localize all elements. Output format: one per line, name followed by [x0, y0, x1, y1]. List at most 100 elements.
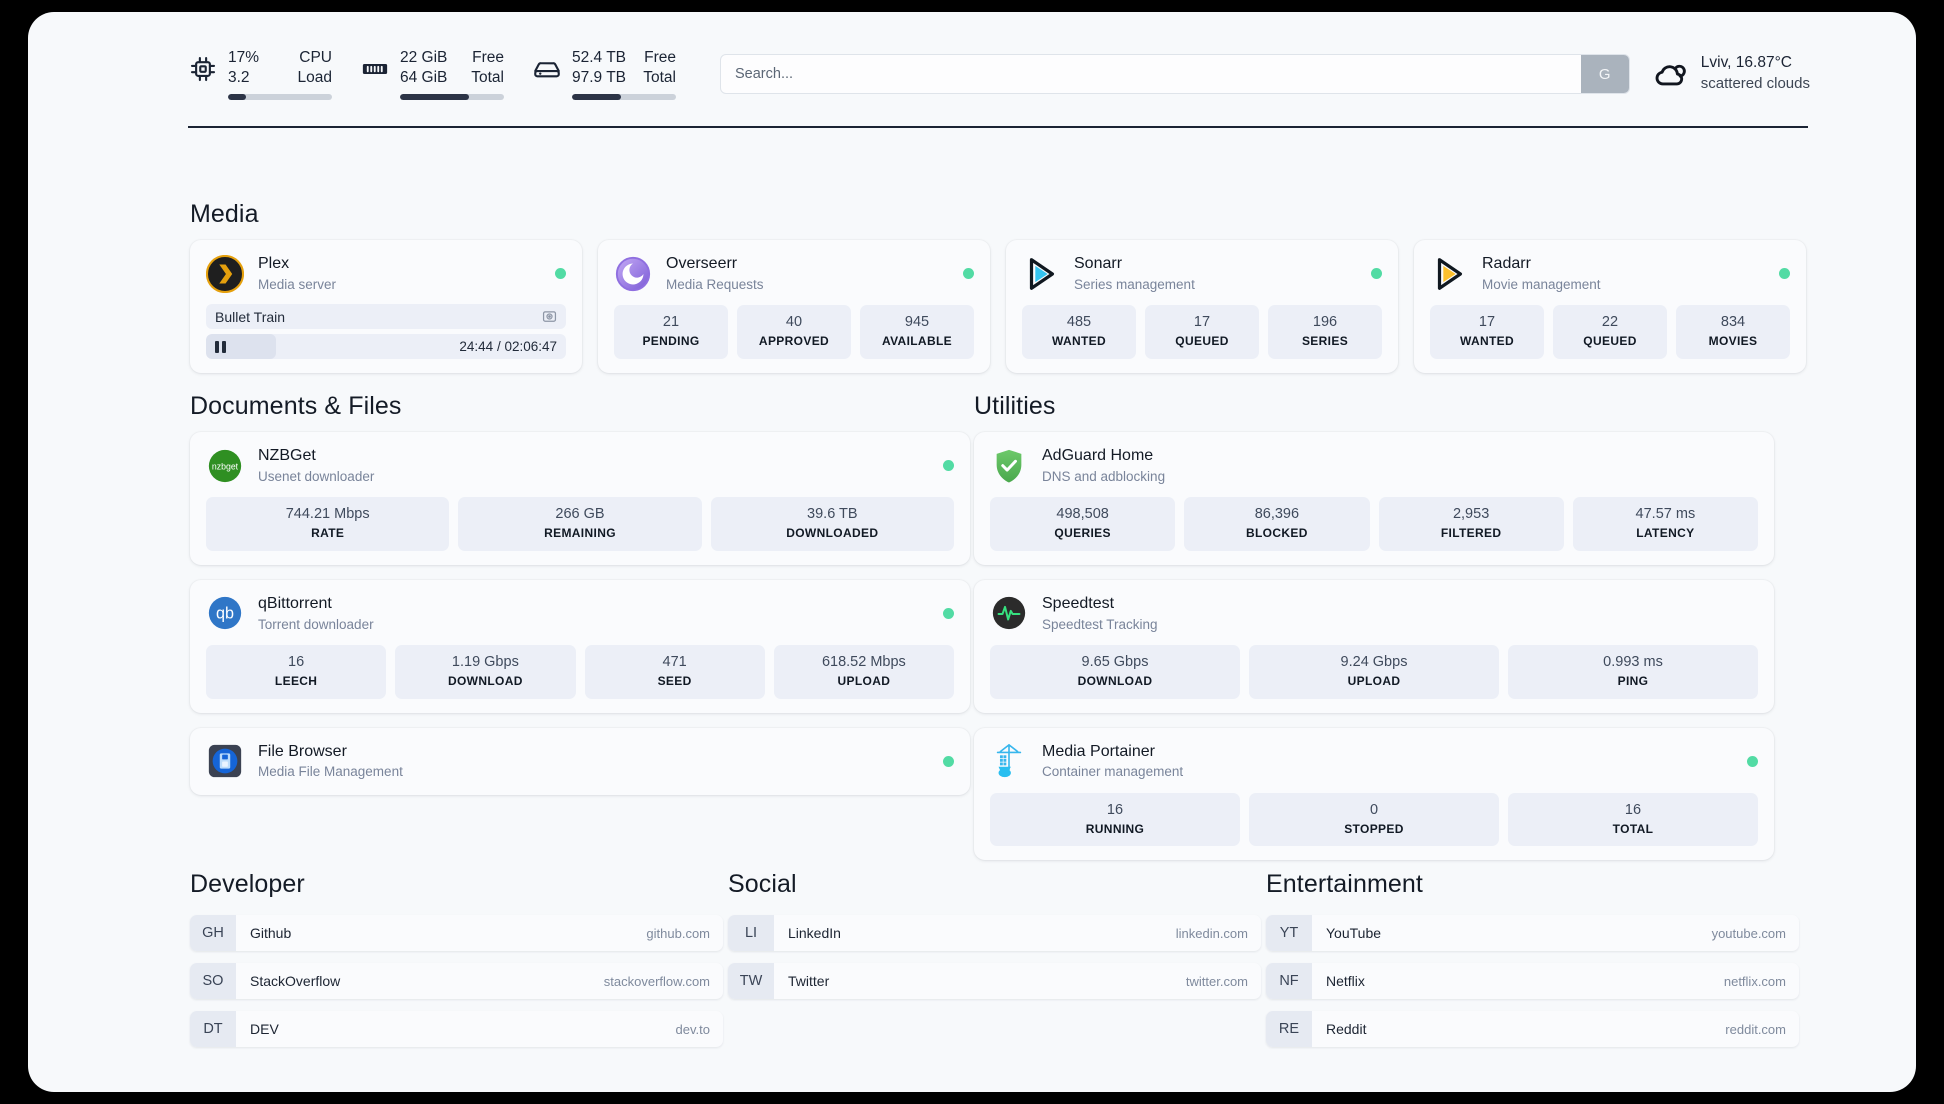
stat-chip: 16 LEECH — [206, 645, 387, 699]
plex-progress-bar[interactable]: 24:44 / 02:06:47 — [206, 334, 566, 360]
service-card-media-portainer[interactable]: Media Portainer Container management 16 … — [974, 727, 1774, 861]
service-card-speedtest[interactable]: Speedtest Speedtest Tracking 9.65 Gbps D… — [974, 579, 1774, 713]
stat-chip: 266 GB REMAINING — [458, 497, 702, 551]
card-header: Radarr Movie management — [1430, 254, 1790, 293]
bookmark-group-developer: Developer GH Github github.com SO StackO… — [190, 870, 723, 1047]
cast-icon[interactable] — [542, 309, 557, 324]
service-card-plex[interactable]: Plex Media server Bullet Train — [190, 240, 582, 373]
overseerr-logo-icon — [614, 255, 652, 293]
stat-value: 16 — [1624, 801, 1642, 818]
bookmark-item-stackoverflow[interactable]: SO StackOverflow stackoverflow.com — [190, 963, 723, 999]
svg-text:qb: qb — [216, 605, 234, 623]
stat-label: TOTAL — [1612, 821, 1654, 836]
service-card-adguard-home[interactable]: AdGuard Home DNS and adblocking 498,508 … — [974, 432, 1774, 565]
cpu-stat-body: 17% 3.2 CPU Load — [228, 48, 332, 100]
pause-icon[interactable] — [215, 340, 226, 353]
bookmark-list: LI LinkedIn linkedin.com TW Twitter twit… — [728, 915, 1261, 999]
service-card-nzbget[interactable]: nzbget NZBGet Usenet downloader 744.21 M… — [190, 432, 970, 565]
bookmark-item-linkedin[interactable]: LI LinkedIn linkedin.com — [728, 915, 1261, 951]
stats-row: 485 WANTED 17 QUEUED 196 SERIES — [1022, 305, 1382, 359]
dashboard-page: 17% 3.2 CPU Load — [28, 12, 1916, 1092]
stat-chip: 16 TOTAL — [1508, 792, 1758, 847]
stat-value: 196 — [1312, 314, 1338, 331]
weather-text: Lviv, 16.87°C scattered clouds — [1701, 53, 1810, 94]
disk-total-value: 97.9 TB — [572, 68, 627, 86]
memory-label-top: Free — [472, 49, 504, 67]
stat-value: 39.6 TB — [807, 506, 858, 523]
stats-row: 16 LEECH 1.19 Gbps DOWNLOAD 471 SEED 618… — [206, 645, 954, 699]
stat-chip: 39.6 TB DOWNLOADED — [710, 497, 954, 551]
bookmark-url: reddit.com — [1725, 1021, 1786, 1037]
service-description: Series management — [1074, 276, 1195, 292]
stat-label: STOPPED — [1344, 821, 1404, 836]
service-card-qbittorrent[interactable]: qb qBittorrent Torrent downloader 16 LEE… — [190, 579, 970, 713]
stat-label: UPLOAD — [837, 673, 891, 688]
stat-label: REMAINING — [544, 526, 616, 541]
search-engine-button[interactable]: G — [1580, 55, 1629, 93]
service-description: Container management — [1042, 764, 1184, 780]
search-box[interactable]: G — [720, 54, 1630, 94]
stat-chip: 40 APPROVED — [737, 305, 851, 359]
memory-stat-body: 22 GiB 64 GiB Free Total — [400, 48, 504, 100]
service-card-overseerr[interactable]: Overseerr Media Requests 21 PENDING 40 A… — [598, 240, 990, 373]
bookmark-item-github[interactable]: GH Github github.com — [190, 915, 723, 951]
cloud-icon — [1652, 56, 1688, 92]
plex-logo-icon — [206, 254, 244, 293]
stat-value: 266 GB — [555, 506, 605, 523]
service-name: qBittorrent — [258, 594, 332, 612]
card-header: qb qBittorrent Torrent downloader — [206, 594, 954, 633]
card-title-block: Radarr Movie management — [1482, 254, 1601, 293]
service-name: Radarr — [1482, 255, 1531, 272]
bookmark-name: YouTube — [1326, 925, 1382, 941]
stat-label: MOVIES — [1708, 334, 1758, 349]
card-header: Sonarr Series management — [1022, 254, 1382, 293]
stat-label: SEED — [657, 673, 692, 688]
bookmark-list: GH Github github.com SO StackOverflow st… — [190, 915, 723, 1047]
bookmark-url: netflix.com — [1723, 973, 1786, 989]
bookmark-item-youtube[interactable]: YT YouTube youtube.com — [1266, 915, 1799, 951]
stat-value: 21 — [662, 314, 680, 331]
service-name: AdGuard Home — [1042, 447, 1154, 464]
service-name: Sonarr — [1074, 255, 1123, 272]
bookmark-abbr: YT — [1266, 915, 1312, 951]
disk-label-bottom: Total — [643, 68, 676, 86]
weather-condition: scattered clouds — [1700, 75, 1810, 93]
disk-icon — [532, 54, 562, 84]
documents-column: nzbget NZBGet Usenet downloader 744.21 M… — [190, 432, 970, 795]
bookmark-item-twitter[interactable]: TW Twitter twitter.com — [728, 963, 1261, 999]
service-card-file-browser[interactable]: File Browser Media File Management — [190, 727, 970, 795]
disk-stat: 52.4 TB 97.9 TB Free Total — [532, 48, 676, 100]
stat-label: SERIES — [1301, 334, 1349, 349]
service-name: Media Portainer — [1042, 742, 1155, 760]
search-input[interactable] — [721, 55, 1581, 93]
card-title-block: NZBGet Usenet downloader — [258, 446, 374, 485]
stat-label: LATENCY — [1636, 526, 1695, 541]
service-description: Media File Management — [258, 764, 403, 780]
file-browser-logo-icon — [206, 742, 244, 780]
stat-value: 86,396 — [1254, 506, 1300, 523]
service-card-radarr[interactable]: Radarr Movie management 17 WANTED 22 QUE… — [1414, 240, 1806, 373]
plex-now-playing-bar[interactable]: Bullet Train — [206, 304, 566, 330]
stats-row: 498,508 QUERIES 86,396 BLOCKED 2,953 FIL… — [990, 497, 1758, 551]
weather-widget[interactable]: Lviv, 16.87°C scattered clouds — [1652, 53, 1810, 94]
card-title-block: Sonarr Series management — [1074, 254, 1195, 293]
bookmark-item-reddit[interactable]: RE Reddit reddit.com — [1266, 1011, 1799, 1047]
card-title-block: Overseerr Media Requests — [666, 254, 764, 293]
bookmark-name: DEV — [250, 1021, 279, 1037]
cpu-label-bottom: Load — [297, 68, 332, 86]
stat-value: 485 — [1066, 314, 1092, 331]
stat-value: 1.19 Gbps — [451, 654, 519, 671]
status-indicator-online — [1371, 268, 1382, 280]
stat-label: PENDING — [642, 334, 700, 349]
search-area: G — [720, 54, 1630, 94]
bookmark-name: StackOverflow — [250, 973, 341, 989]
cpu-usage-bar — [228, 93, 332, 100]
service-description: Torrent downloader — [258, 616, 374, 632]
bookmark-item-dev[interactable]: DT DEV dev.to — [190, 1011, 723, 1047]
bookmark-item-netflix[interactable]: NF Netflix netflix.com — [1266, 963, 1799, 999]
service-card-sonarr[interactable]: Sonarr Series management 485 WANTED 17 Q… — [1006, 240, 1398, 373]
stat-value: 17 — [1478, 314, 1496, 331]
memory-label-bottom: Total — [471, 68, 504, 86]
card-title-block: Plex Media server — [258, 254, 336, 293]
status-indicator-online — [1747, 755, 1758, 767]
